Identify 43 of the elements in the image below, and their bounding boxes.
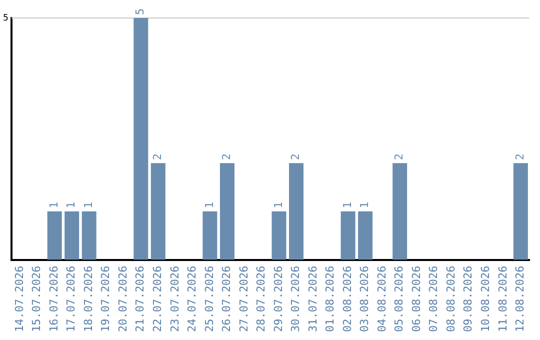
- data-label: 1: [82, 202, 95, 208]
- data-label: 1: [202, 202, 216, 208]
- x-tick-label: 02.08.2026: [340, 266, 354, 332]
- x-tick-label: 25.07.2026: [202, 266, 216, 332]
- x-tick-label: 06.08.2026: [410, 266, 423, 332]
- data-label: 1: [47, 202, 60, 208]
- x-tick-label: 23.07.2026: [168, 266, 182, 332]
- x-tick-label: 01.08.2026: [324, 266, 337, 332]
- x-tick-label: 09.08.2026: [462, 266, 475, 332]
- x-tick-label: 11.08.2026: [496, 266, 510, 332]
- data-label: 2: [289, 153, 302, 160]
- x-tick-label: 10.08.2026: [479, 266, 492, 332]
- x-tick-label: 12.08.2026: [514, 266, 527, 332]
- x-tick-label: 20.07.2026: [116, 266, 130, 332]
- x-tick-label: 08.08.2026: [444, 266, 458, 332]
- x-tick-label: 21.07.2026: [134, 266, 147, 332]
- x-tick-label: 14.07.2026: [12, 266, 26, 332]
- x-tick-label: 07.08.2026: [427, 266, 440, 332]
- x-tick-label: 30.07.2026: [289, 266, 302, 332]
- x-tick-label: 03.08.2026: [358, 266, 372, 332]
- data-label: 5: [134, 8, 147, 15]
- data-label: 2: [220, 153, 234, 160]
- x-tick-label: 22.07.2026: [151, 266, 164, 332]
- x-tick-label: 15.07.2026: [30, 266, 44, 332]
- data-label: 1: [358, 202, 372, 208]
- data-label: 2: [151, 153, 164, 160]
- data-label: 1: [64, 202, 78, 208]
- data-label: 1: [340, 202, 354, 208]
- x-tick-label: 18.07.2026: [82, 266, 95, 332]
- data-label: 2: [392, 153, 406, 160]
- x-tick-label: 05.08.2026: [392, 266, 406, 332]
- x-tick-label: 17.07.2026: [64, 266, 78, 332]
- data-label: 2: [514, 153, 527, 160]
- x-tick-label: 16.07.2026: [47, 266, 60, 332]
- x-tick-label: 19.07.2026: [99, 266, 112, 332]
- x-tick-label: 26.07.2026: [220, 266, 234, 332]
- x-tick-label: 31.07.2026: [306, 266, 320, 332]
- data-label: 1: [272, 202, 285, 208]
- x-tick-label: 04.08.2026: [375, 266, 388, 332]
- x-tick-label: 24.07.2026: [186, 266, 199, 332]
- x-tick-label: 27.07.2026: [237, 266, 250, 332]
- x-tick-label: 29.07.2026: [272, 266, 285, 332]
- x-tick-label: 28.07.2026: [254, 266, 268, 332]
